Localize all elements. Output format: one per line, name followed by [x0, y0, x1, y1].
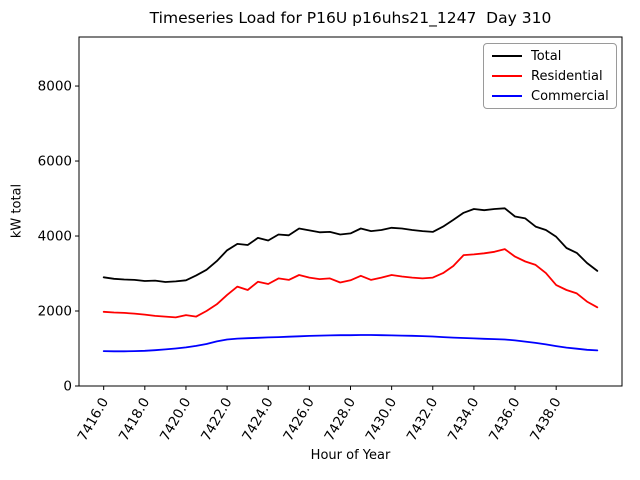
- x-axis-label: Hour of Year: [310, 448, 391, 463]
- x-tick-label: 7430.0: [363, 395, 400, 444]
- legend-label-total: Total: [531, 48, 562, 64]
- x-tick-label: 7416.0: [75, 395, 112, 444]
- series-line-total: [102, 207, 599, 283]
- legend-row-residential: Residential: [484, 66, 616, 86]
- legend-label-residential: Residential: [531, 68, 603, 84]
- y-tick-label: 6000: [38, 154, 72, 170]
- x-tick-label: 7420.0: [157, 395, 194, 444]
- legend-swatch-residential: [492, 75, 522, 77]
- series-line-residential: [102, 248, 599, 319]
- x-tick-label: 7434.0: [445, 395, 482, 444]
- chart-title: Timeseries Load for P16U p16uhs21_1247 D…: [149, 9, 552, 27]
- legend-swatch-total: [492, 55, 522, 57]
- x-tick-label: 7426.0: [280, 395, 317, 444]
- y-tick-label: 2000: [38, 304, 72, 320]
- x-tick-label: 7418.0: [116, 395, 153, 444]
- legend: Total Residential Commercial: [483, 43, 617, 109]
- x-tick-label: 7436.0: [486, 395, 523, 444]
- legend-row-commercial: Commercial: [484, 86, 616, 106]
- x-tick-label: 7422.0: [198, 395, 235, 444]
- series-line-commercial: [102, 334, 599, 353]
- x-tick-label: 7432.0: [404, 395, 441, 444]
- y-tick-label: 8000: [38, 79, 72, 95]
- x-tick-label: 7438.0: [527, 395, 564, 444]
- y-tick-label: 4000: [38, 229, 72, 245]
- x-tick-label: 7424.0: [239, 395, 276, 444]
- legend-swatch-commercial: [492, 95, 522, 97]
- y-axis-label: kW total: [9, 183, 25, 239]
- legend-label-commercial: Commercial: [531, 88, 609, 104]
- x-tick-label: 7428.0: [321, 395, 358, 444]
- legend-row-total: Total: [484, 46, 616, 66]
- y-tick-label: 0: [63, 379, 72, 395]
